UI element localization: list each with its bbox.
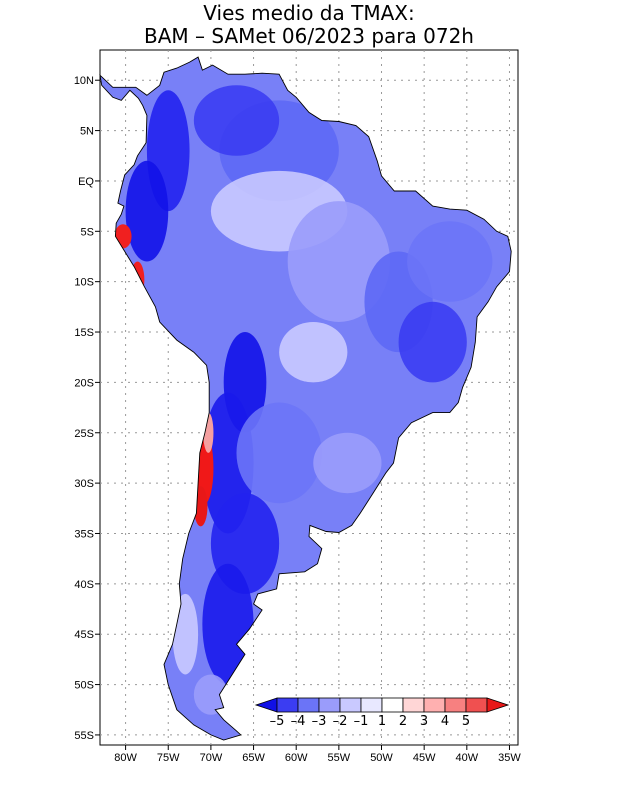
colorbar-label: 1	[378, 714, 386, 729]
colorbar-label: 2	[399, 714, 407, 729]
colorbar-label: 3	[420, 714, 428, 729]
lat-tick-label: 10N	[74, 75, 94, 87]
lon-tick-label: 80W	[114, 752, 137, 764]
chart-title-line-1: Vies medio da TMAX:	[203, 1, 415, 25]
lon-tick-label: 75W	[157, 752, 180, 764]
colorbar-segment	[339, 697, 362, 713]
colorbar-label: –1	[354, 714, 369, 729]
bias-region	[193, 85, 280, 156]
bias-region	[236, 402, 322, 504]
lon-tick-label: 70W	[200, 752, 223, 764]
lat-tick-label: 40S	[74, 579, 94, 591]
colorbar-label: –4	[291, 714, 306, 729]
colorbar-segment	[465, 697, 488, 713]
colorbar-segment	[423, 697, 446, 713]
lat-tick-label: 15S	[74, 327, 94, 339]
colorbar-label: 5	[462, 714, 470, 729]
colorbar-segment	[318, 697, 341, 713]
colorbar-segment	[402, 697, 425, 713]
continent-outline	[99, 56, 512, 741]
lon-tick-label: 55W	[328, 752, 351, 764]
bias-region	[407, 221, 493, 302]
longitude-labels: 80W 75W 70W 65W 60W 55W 50W 45W 40W 35W	[114, 745, 521, 764]
lon-tick-label: 65W	[242, 752, 265, 764]
lat-tick-label: 30S	[74, 478, 94, 490]
colorbar-label: –5	[270, 714, 285, 729]
colorbar-segment	[297, 697, 320, 713]
lat-tick-label: 25S	[74, 428, 94, 440]
bias-region	[279, 321, 348, 383]
bias-region	[193, 674, 228, 715]
colorbar-label: –2	[333, 714, 348, 729]
lat-tick-label: 5S	[81, 226, 94, 238]
lon-tick-label: 45W	[413, 752, 436, 764]
latitude-labels: 10N 5N EQ 5S 10S 15S 20S 25S 30S 35S 40S 45S 50S 55S	[74, 75, 100, 742]
lat-tick-label: 5N	[80, 126, 94, 138]
lat-tick-label: 20S	[74, 377, 94, 389]
colorbar-segment	[444, 697, 467, 713]
colorbar-arrow-right	[486, 697, 510, 713]
colorbar-segment	[276, 697, 299, 713]
colorbar-segment	[360, 697, 383, 713]
lat-tick-label: EQ	[78, 176, 94, 188]
colorbar-labels: –5 –4 –3 –2 –1 1 2 3 4 5	[270, 714, 471, 729]
bias-region	[202, 563, 254, 685]
colorbar-segment	[381, 697, 404, 713]
lat-tick-label: 35S	[74, 528, 94, 540]
lon-tick-label: 35W	[498, 752, 521, 764]
bias-region	[313, 432, 382, 494]
lon-tick-label: 60W	[285, 752, 308, 764]
lon-tick-label: 50W	[370, 752, 393, 764]
lat-tick-label: 55S	[74, 730, 94, 742]
colorbar	[254, 697, 510, 713]
lat-tick-label: 10S	[74, 277, 94, 289]
lon-tick-label: 40W	[456, 752, 479, 764]
bias-region	[125, 160, 169, 262]
bias-region	[287, 201, 391, 322]
lat-tick-label: 45S	[74, 629, 94, 641]
colorbar-label: –3	[312, 714, 327, 729]
chart-title-line-2: BAM – SAMet 06/2023 para 072h	[144, 24, 474, 48]
bias-region	[398, 301, 467, 383]
lat-tick-label: 50S	[74, 680, 94, 692]
colorbar-label: 4	[441, 714, 449, 729]
